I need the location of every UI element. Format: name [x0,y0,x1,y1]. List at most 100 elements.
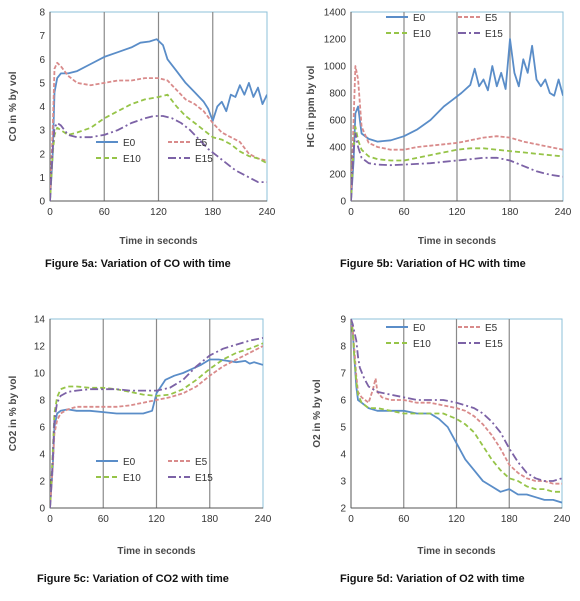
series-line-e0 [351,38,563,201]
x-tick-label: 0 [47,207,53,218]
series-line-e0 [50,38,267,201]
y-tick-label: 1400 [324,8,347,19]
legend-label-e15: E15 [485,29,503,40]
x-tick-label: 240 [554,514,571,525]
y-tick-label: 6 [340,396,346,407]
y-tick-label: 4 [39,102,45,113]
x-tick-label: 240 [555,207,572,218]
y-tick-label: 9 [340,315,346,326]
y-tick-label: 0 [39,197,45,208]
legend-label-e10: E10 [413,339,431,350]
y-tick-label: 1 [39,173,45,184]
x-axis-label: Time in seconds [417,546,496,557]
legend-label-e15: E15 [195,473,213,484]
y-tick-label: 5 [340,423,346,434]
y-tick-label: 3 [39,126,45,137]
legend-label-e10: E10 [413,29,431,40]
legend-label-e0: E0 [123,138,136,149]
y-axis-label: CO in % by vol [8,71,19,141]
x-tick-label: 60 [98,514,110,525]
x-tick-label: 0 [47,514,53,525]
x-tick-label: 180 [204,207,221,218]
y-tick-label: 6 [39,55,45,66]
series-line-e0 [351,318,562,504]
x-tick-label: 120 [448,514,465,525]
chart-a: 0 60 120 180 240 0 1 2 3 4 5 6 7 8 Time in seconds CO i… [8,8,276,271]
y-tick-label: 1200 [324,35,347,46]
x-tick-label: 240 [255,514,272,525]
y-tick-label: 5 [39,78,45,89]
x-tick-label: 240 [259,207,276,218]
x-tick-label: 60 [398,514,410,525]
x-axis-label: Time in seconds [418,236,497,247]
legend-label-e15: E15 [485,339,503,350]
legend-label-e0: E0 [123,457,136,468]
series-line-e10 [351,318,562,493]
series-line-e0 [50,358,263,508]
chart-c: 0 60 120 180 240 0 2 4 6 8 10 12 14 Time in seconds CO… [8,315,272,586]
y-tick-label: 7 [39,31,45,42]
series-line-e5 [50,61,267,201]
chart-d: 0 60 120 180 240 2 3 4 5 6 7 8 9 Time in seconds O2 in… [312,315,571,586]
y-axis-label: O2 in % by vol [312,379,323,448]
y-tick-label: 8 [39,396,45,407]
y-tick-label: 8 [39,8,45,19]
y-tick-label: 7 [340,369,346,380]
y-tick-label: 600 [329,116,346,127]
x-tick-label: 0 [348,514,354,525]
x-tick-label: 120 [150,207,167,218]
y-tick-label: 2 [340,504,346,515]
legend-label-e10: E10 [123,154,141,165]
y-tick-label: 1000 [324,62,347,73]
x-axis-label: Time in seconds [119,236,198,247]
x-tick-label: 180 [502,207,519,218]
y-tick-label: 12 [34,342,46,353]
legend-label-e5: E5 [195,138,208,149]
y-axis-label: HC in ppm by vol [306,65,317,147]
chart-b: 0 60 120 180 240 0 200 400 600 800 1000 1200 1400 Tim… [306,8,572,271]
y-tick-label: 0 [39,504,45,515]
y-tick-label: 3 [340,477,346,488]
x-tick-label: 60 [99,207,111,218]
legend-label-e5: E5 [195,457,208,468]
y-tick-label: 8 [340,342,346,353]
y-tick-label: 0 [340,197,346,208]
legend-label-e5: E5 [485,323,498,334]
x-tick-label: 60 [398,207,410,218]
series-line-e10 [50,342,263,508]
y-axis-label: CO2 in % by vol [8,375,19,451]
y-tick-label: 2 [39,477,45,488]
series-line-e15 [351,318,562,482]
series-line-e15 [50,115,267,201]
x-axis-label: Time in seconds [117,546,196,557]
y-tick-label: 14 [34,315,46,326]
series-line-e10 [50,93,267,201]
y-tick-label: 10 [34,369,46,380]
x-tick-label: 180 [201,514,218,525]
series-line-e5 [351,318,562,485]
series-line-e15 [50,337,263,508]
series-line-e5 [50,345,263,508]
figure-caption: Figure 5b: Variation of HC with time [340,258,526,270]
y-tick-label: 4 [340,450,346,461]
figure-caption: Figure 5a: Variation of CO with time [45,258,231,270]
y-tick-label: 400 [329,143,346,154]
y-tick-label: 800 [329,89,346,100]
x-tick-label: 120 [449,207,466,218]
legend-label-e10: E10 [123,473,141,484]
series-line-e15 [351,132,563,201]
legend-label-e15: E15 [195,154,213,165]
y-tick-label: 6 [39,423,45,434]
series-line-e5 [351,65,563,201]
x-tick-label: 120 [148,514,165,525]
x-tick-label: 0 [348,207,354,218]
y-tick-label: 200 [329,170,346,181]
x-tick-label: 180 [501,514,518,525]
series-line-e10 [351,125,563,201]
legend-label-e0: E0 [413,323,426,334]
legend-label-e0: E0 [413,13,426,24]
legend-label-e5: E5 [485,13,498,24]
y-tick-label: 2 [39,149,45,160]
figure-caption: Figure 5d: Variation of O2 with time [340,573,525,585]
